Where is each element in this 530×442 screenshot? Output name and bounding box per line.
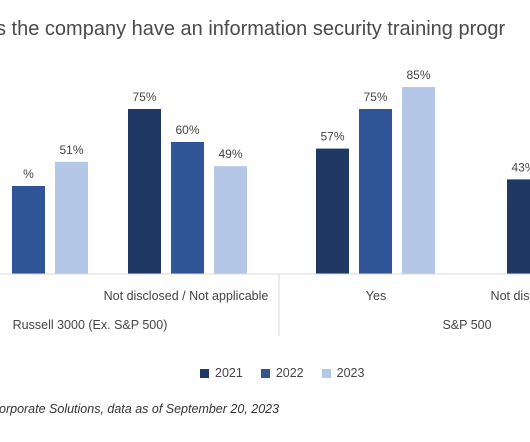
chart-title: s the company have an information securi…: [0, 18, 506, 40]
legend-swatch-2023: [321, 368, 331, 378]
bar-2022-cat-1: [171, 142, 204, 274]
legend-swatch-2021: [200, 368, 209, 378]
data-label-2023-cat-2: 85%: [406, 68, 430, 82]
data-label-2021-cat-1: 75%: [132, 90, 156, 104]
legend-label-2021: 2021: [215, 366, 243, 380]
legend-label-2023: 2023: [336, 366, 365, 380]
data-label-2021-cat-2: 57%: [320, 130, 344, 144]
bar-2021-cat-2: [316, 148, 349, 274]
bar-2021-cat-1: [128, 109, 161, 274]
data-label-2022-cat-1: 60%: [175, 123, 199, 137]
source-note: orporate Solutions, data as of September…: [0, 402, 280, 416]
category-label-3: Not disclo: [491, 289, 530, 303]
legend-item-2022: 2022: [260, 366, 304, 380]
data-label-2022-cat-2: 75%: [363, 90, 387, 104]
bar-2023-cat-1: [214, 166, 247, 274]
data-label-2023-cat-0: 51%: [59, 143, 83, 157]
category-label-1: Not disclosed / Not applicable: [104, 289, 269, 303]
data-label-2023-cat-1: 49%: [218, 147, 242, 161]
group-label-1: S&P 500: [442, 318, 491, 332]
legend-item-2021: 2021: [200, 366, 243, 380]
legend-item-2023: 2023: [321, 366, 365, 380]
legend-label-2022: 2022: [275, 366, 304, 380]
bar-2023-cat-2: [402, 87, 435, 274]
group-label-0: Russell 3000 (Ex. S&P 500): [13, 318, 168, 332]
bar-2022-cat-2: [359, 109, 392, 274]
category-label-2: Yes: [366, 289, 386, 303]
bar-2021-cat-3: [507, 179, 530, 274]
data-label-2021-cat-3: 43%: [511, 160, 530, 174]
legend-swatch-2022: [260, 368, 270, 378]
bar-2023-cat-0: [55, 161, 88, 274]
data-label-2022-cat-0: %: [23, 167, 34, 181]
bar-2022-cat-0: [12, 186, 45, 274]
legend: 2021 2022 2023: [200, 366, 364, 380]
